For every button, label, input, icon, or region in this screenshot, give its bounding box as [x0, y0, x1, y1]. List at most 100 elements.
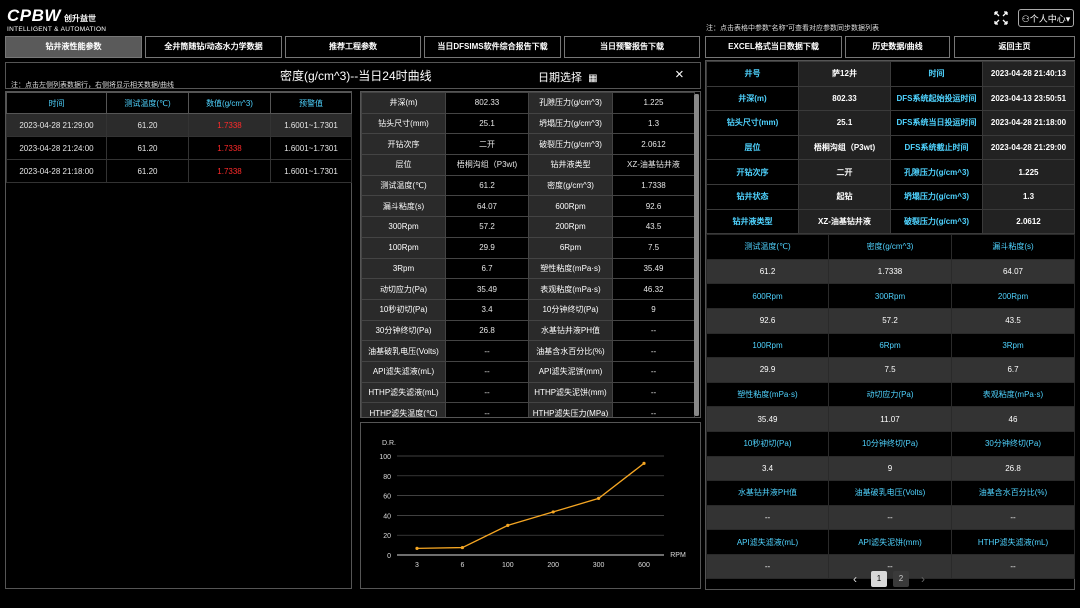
- grid-param-name[interactable]: 200Rpm: [951, 283, 1075, 309]
- grid-param-name[interactable]: 漏斗粘度(s): [951, 234, 1075, 260]
- grid-param-name[interactable]: 30分钟终切(Pa): [951, 430, 1075, 457]
- param-name[interactable]: 30分钟终切(Pa): [361, 319, 446, 342]
- param-name[interactable]: 破裂压力(g/cm^3): [528, 133, 613, 156]
- grid-param-name[interactable]: 油基破乳电压(Volts): [828, 480, 952, 506]
- param-name[interactable]: 600Rpm: [528, 195, 613, 218]
- param-row: HTHP滤失温度(℃) -- HTHP滤失压力(MPa) --: [361, 402, 695, 417]
- date-select-button[interactable]: 日期选择 ▦: [538, 69, 598, 85]
- tab-wellbore-hydraulics[interactable]: 全井筒随钻/动态水力学数据: [145, 36, 282, 58]
- param-name[interactable]: 3Rpm: [361, 257, 446, 280]
- param-name[interactable]: 10分钟终切(Pa): [528, 298, 613, 321]
- param-name[interactable]: 密度(g/cm^3): [528, 174, 613, 197]
- grid-param-name[interactable]: 密度(g/cm^3): [828, 234, 952, 260]
- param-name[interactable]: 动切应力(Pa): [361, 278, 446, 300]
- y-tick-label: 100: [379, 454, 391, 461]
- param-value-row: -- -- --: [706, 553, 1075, 580]
- param-name[interactable]: API滤失滤液(mL): [361, 360, 446, 383]
- param-name[interactable]: 测试温度(℃): [361, 174, 446, 197]
- grid-param-name[interactable]: HTHP滤失滤液(mL): [951, 529, 1075, 555]
- grid-param-name[interactable]: 测试温度(℃): [706, 234, 829, 260]
- grid-param-name[interactable]: 300Rpm: [828, 283, 952, 309]
- well-info-label[interactable]: 孔隙压力(g/cm^3): [890, 159, 983, 185]
- param-name[interactable]: 100Rpm: [361, 236, 446, 259]
- param-name[interactable]: 钻井液类型: [528, 154, 613, 176]
- pager-page-1[interactable]: 1: [871, 571, 887, 587]
- grid-param-name[interactable]: 3Rpm: [951, 332, 1075, 359]
- well-info-label[interactable]: 钻头尺寸(mm): [706, 110, 799, 136]
- chevron-down-icon: ▾: [1065, 14, 1071, 24]
- param-name[interactable]: 200Rpm: [528, 216, 613, 238]
- tab-return-home[interactable]: 返回主页: [954, 36, 1075, 58]
- expand-icon[interactable]: [994, 11, 1008, 25]
- pager-prev-button[interactable]: ‹: [853, 572, 857, 586]
- well-info-label[interactable]: 层位: [706, 134, 799, 161]
- param-name[interactable]: HTHP滤失压力(MPa): [528, 402, 613, 417]
- well-info-label[interactable]: 开钻次序: [706, 159, 799, 185]
- grid-param-name[interactable]: API滤失泥饼(mm): [828, 529, 952, 555]
- param-name[interactable]: 钻头尺寸(mm): [361, 112, 446, 135]
- tab-recommended-params[interactable]: 推荐工程参数: [285, 36, 421, 58]
- param-name[interactable]: HTHP滤失泥饼(mm): [528, 381, 613, 404]
- well-info-label[interactable]: 钻井状态: [706, 183, 799, 210]
- param-name[interactable]: 层位: [361, 154, 446, 176]
- param-row: 10秒初切(Pa) 3.4 10分钟终切(Pa) 9: [361, 298, 695, 321]
- grid-param-name[interactable]: 动切应力(Pa): [828, 381, 952, 408]
- param-name[interactable]: 表观粘度(mPa·s): [528, 278, 613, 300]
- record-row[interactable]: 2023-04-28 21:24:00 61.20 1.7338 1.6001~1.7…: [6, 136, 352, 160]
- param-name[interactable]: 漏斗粘度(s): [361, 195, 446, 218]
- param-name[interactable]: 开钻次序: [361, 133, 446, 156]
- grid-param-value: 1.7338: [828, 258, 952, 285]
- tab-drilling-fluid-params[interactable]: 钻井液性能参数: [5, 36, 142, 58]
- x-tick-label: 600: [638, 562, 650, 569]
- grid-param-name[interactable]: 10秒初切(Pa): [706, 430, 829, 457]
- record-row[interactable]: 2023-04-28 21:18:00 61.20 1.7338 1.6001~1.7…: [6, 159, 352, 183]
- well-info-label[interactable]: 井深(m): [706, 85, 799, 112]
- grid-param-name[interactable]: 水基钻井液PH值: [706, 480, 829, 506]
- well-info-label[interactable]: DFS系统当日投运时间: [890, 110, 983, 136]
- well-info-label[interactable]: 破裂压力(g/cm^3): [890, 208, 983, 235]
- grid-param-name[interactable]: 油基含水百分比(%): [951, 480, 1075, 506]
- grid-param-name[interactable]: API滤失滤液(mL): [706, 529, 829, 555]
- param-name[interactable]: 油基破乳电压(Volts): [361, 340, 446, 362]
- param-table: 井深(m) 802.33 孔隙压力(g/cm^3) 1.225 钻头尺寸(mm) 25.1…: [361, 92, 695, 417]
- well-info-label[interactable]: 坍塌压力(g/cm^3): [890, 183, 983, 210]
- param-name[interactable]: 油基含水百分比(%): [528, 340, 613, 362]
- param-scrollbar-thumb[interactable]: [694, 94, 699, 416]
- param-name[interactable]: 6Rpm: [528, 236, 613, 259]
- user-center-button[interactable]: ⚇个人中心▾: [1018, 9, 1074, 27]
- grid-param-name[interactable]: 100Rpm: [706, 332, 829, 359]
- tab-dfsims-report-download[interactable]: 当日DFSIMS软件综合报告下载: [424, 36, 561, 58]
- param-name[interactable]: 塑性粘度(mPa·s): [528, 257, 613, 280]
- param-header-row: 水基钻井液PH值 油基破乳电压(Volts) 油基含水百分比(%): [706, 480, 1075, 506]
- record-row[interactable]: 2023-04-28 21:29:00 61.20 1.7338 1.6001~1.7…: [6, 113, 352, 137]
- param-name[interactable]: 水基钻井液PH值: [528, 319, 613, 342]
- tab-warning-report-download[interactable]: 当日预警报告下载: [564, 36, 700, 58]
- grid-param-value: 9: [828, 455, 952, 482]
- param-name[interactable]: HTHP滤失温度(℃): [361, 402, 446, 417]
- chart-panel-header: [5, 62, 701, 89]
- y-tick-label: 0: [387, 553, 391, 560]
- grid-param-name[interactable]: 10分钟终切(Pa): [828, 430, 952, 457]
- tab-history-data[interactable]: 历史数据/曲线: [845, 36, 950, 58]
- well-info-label[interactable]: 井号: [706, 61, 799, 87]
- param-name[interactable]: API滤失泥饼(mm): [528, 360, 613, 383]
- param-name[interactable]: HTHP滤失滤液(mL): [361, 381, 446, 404]
- grid-param-name[interactable]: 600Rpm: [706, 283, 829, 309]
- well-info-label[interactable]: 钻井液类型: [706, 208, 799, 235]
- grid-param-name[interactable]: 表观粘度(mPa·s): [951, 381, 1075, 408]
- tab-excel-download[interactable]: EXCEL格式当日数据下载: [705, 36, 842, 58]
- close-icon[interactable]: ×: [675, 66, 684, 83]
- pager-page-2[interactable]: 2: [893, 571, 909, 587]
- well-info-label[interactable]: 时间: [890, 61, 983, 87]
- param-name[interactable]: 孔隙压力(g/cm^3): [528, 92, 613, 114]
- grid-param-name[interactable]: 塑性粘度(mPa·s): [706, 381, 829, 408]
- param-name[interactable]: 300Rpm: [361, 216, 446, 238]
- well-info-label[interactable]: DFS系统截止时间: [890, 134, 983, 161]
- y-axis-label: D.R.: [382, 440, 396, 447]
- param-name[interactable]: 井深(m): [361, 92, 446, 114]
- param-name[interactable]: 10秒初切(Pa): [361, 298, 446, 321]
- pager-next-button[interactable]: ›: [921, 572, 925, 586]
- param-name[interactable]: 坍塌压力(g/cm^3): [528, 112, 613, 135]
- grid-param-name[interactable]: 6Rpm: [828, 332, 952, 359]
- well-info-label[interactable]: DFS系统起始投运时间: [890, 85, 983, 112]
